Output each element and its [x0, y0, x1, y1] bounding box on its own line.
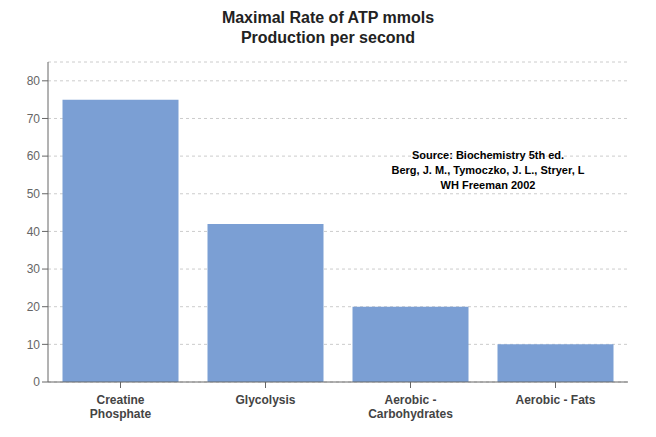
svg-text:70: 70	[27, 112, 41, 126]
svg-text:Glycolysis: Glycolysis	[235, 393, 295, 407]
html-text:Berg, J. M., Tymoczko, J. L.,: Berg, J. M., Tymoczko, J. L., Stryer, L	[391, 164, 585, 176]
svg-text:40: 40	[27, 225, 41, 239]
html-text:Production per second: Production per second	[240, 29, 416, 46]
svg-text:Aerobic -Carbohydrates: Aerobic -Carbohydrates	[368, 393, 453, 421]
svg-text:0: 0	[33, 375, 40, 389]
svg-text:Aerobic - Fats: Aerobic - Fats	[515, 393, 595, 407]
svg-text:10: 10	[27, 338, 41, 352]
svg-text:20: 20	[27, 300, 41, 314]
html-text:Maximal Rate of ATP mmols: Maximal Rate of ATP mmols	[221, 9, 435, 26]
svg-text:80: 80	[27, 74, 41, 88]
svg-text:CreatinePhosphate: CreatinePhosphate	[90, 393, 152, 421]
html-text:WH Freeman 2002: WH Freeman 2002	[440, 179, 536, 191]
svg-text:30: 30	[27, 262, 41, 276]
html-text:Source: Biochemistry 5th ed.: Source: Biochemistry 5th ed.	[411, 149, 565, 161]
svg-text:60: 60	[27, 149, 41, 163]
svg-text:50: 50	[27, 187, 41, 201]
